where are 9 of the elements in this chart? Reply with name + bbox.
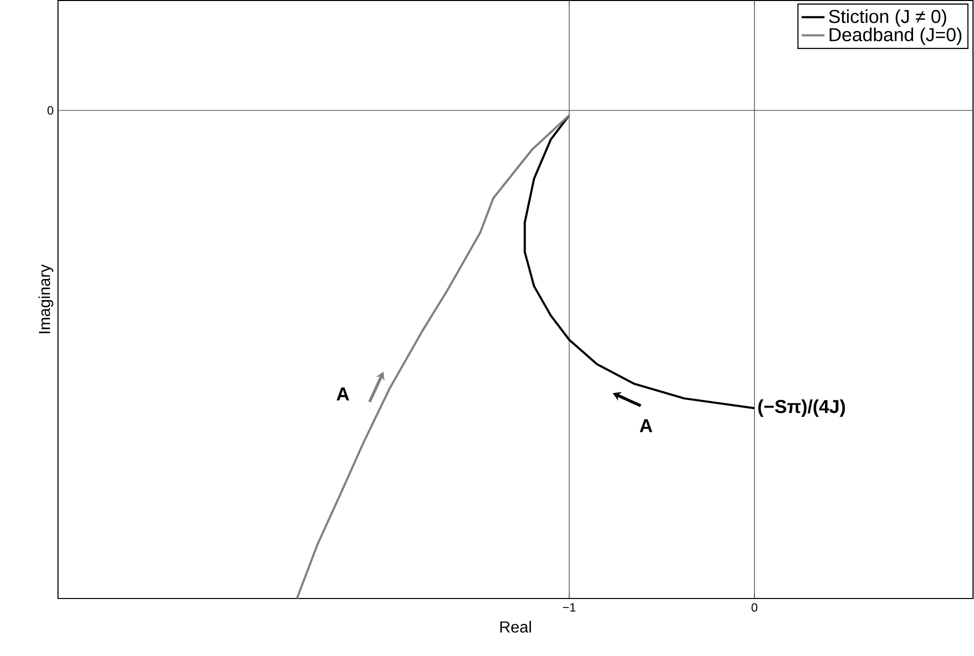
x-axis-title: Real <box>500 621 531 633</box>
text: 0 <box>48 106 54 115</box>
legend-label: Deadband (J=0) <box>830 28 962 46</box>
legend-label: Stiction (J ≠ 0) <box>829 10 946 28</box>
annotation: A <box>336 388 350 401</box>
x-tick-label: −1 <box>562 603 576 612</box>
annotation: (−Sπ)/(4J) <box>758 400 845 418</box>
y-axis-title: Imaginary <box>38 264 54 334</box>
annotation: A <box>640 420 652 432</box>
